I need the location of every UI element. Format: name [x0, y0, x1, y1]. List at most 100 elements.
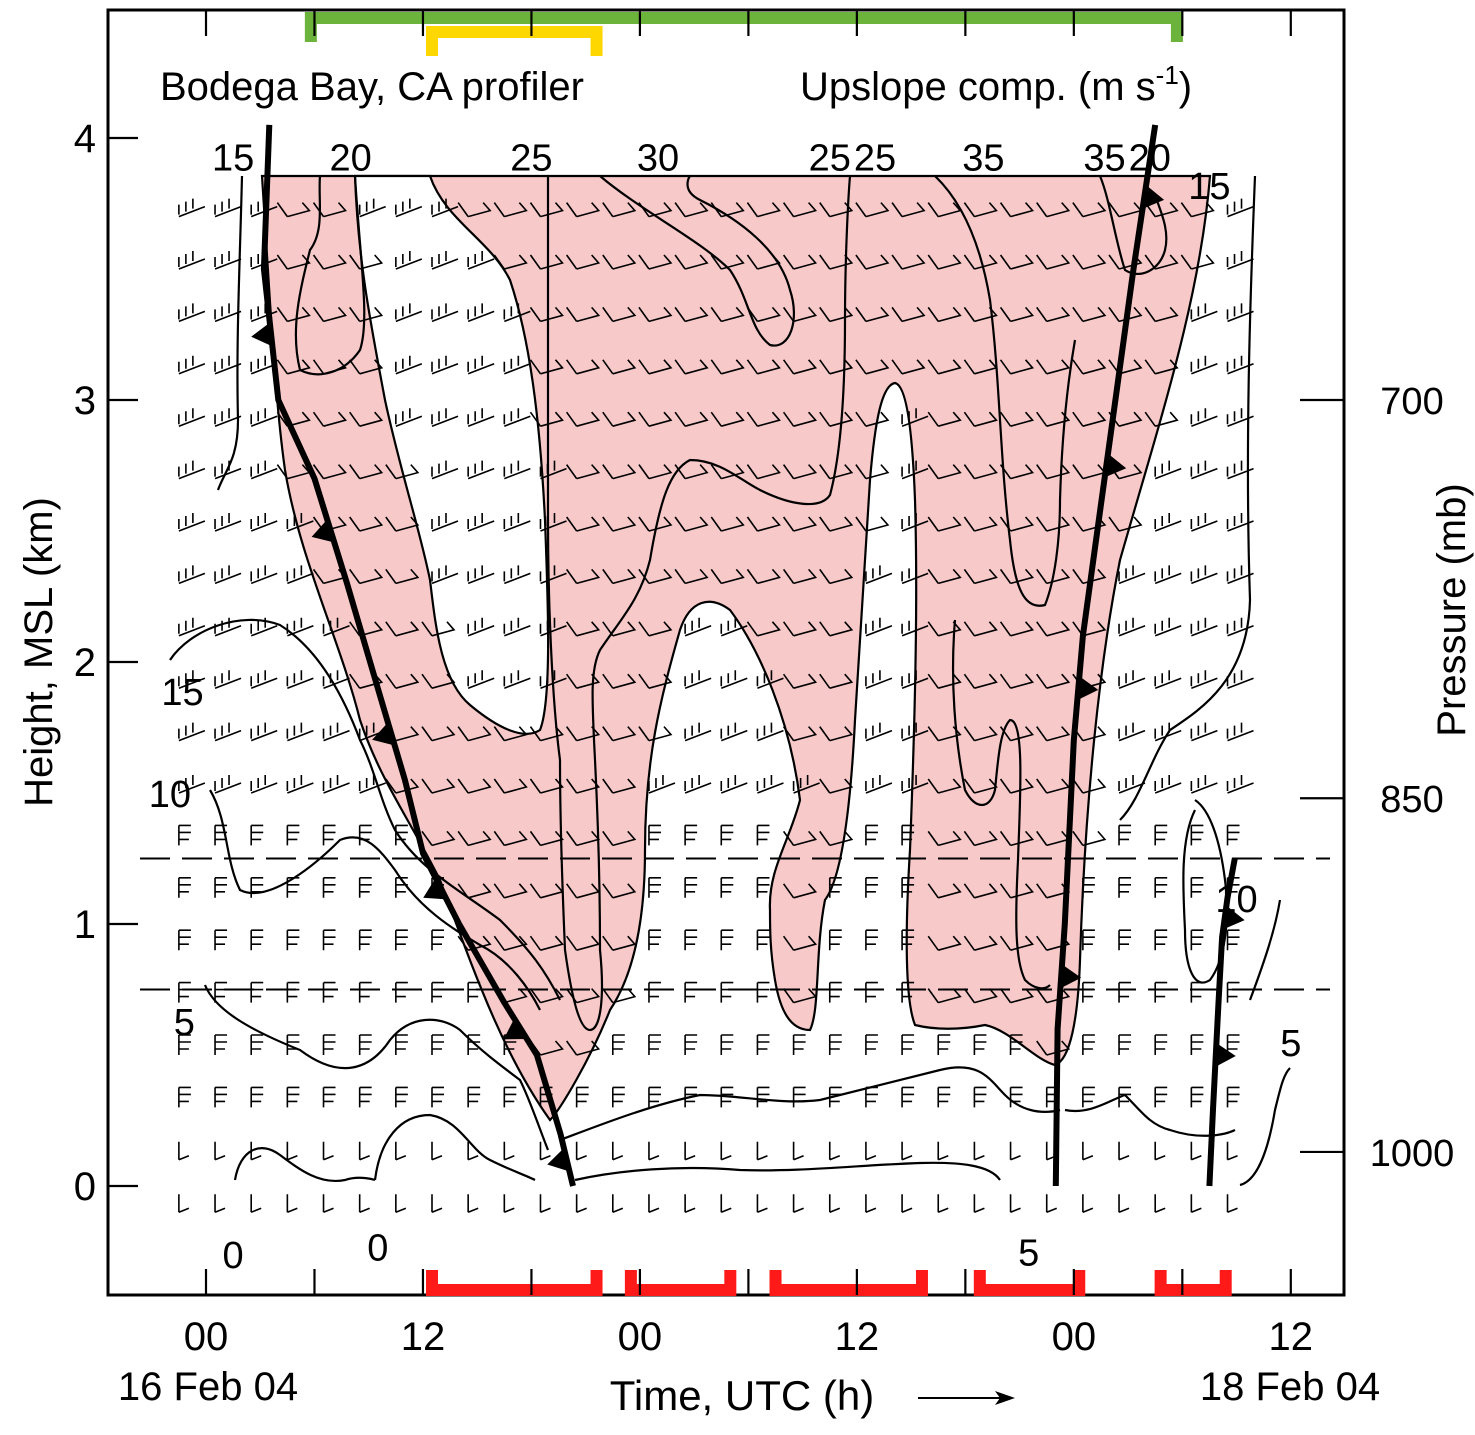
wind-barb — [828, 929, 842, 951]
wind-barb — [865, 929, 878, 951]
wind-barb — [756, 1194, 768, 1213]
wind-barb — [178, 251, 206, 270]
wind-barb — [756, 981, 770, 1003]
wind-barb — [963, 830, 998, 847]
wind-barb — [602, 568, 637, 585]
wind-barb — [865, 617, 893, 637]
wind-barb — [927, 516, 962, 532]
wind-barb — [674, 202, 709, 218]
wind-barb — [457, 778, 492, 794]
wind-barb — [493, 202, 528, 218]
wind-barb — [638, 254, 673, 270]
wind-barb — [1154, 513, 1182, 532]
wind-barb — [322, 670, 350, 689]
wind-barb — [421, 778, 456, 794]
wind-barb — [999, 359, 1035, 375]
date-right-label: 18 Feb 04 — [1200, 1365, 1380, 1409]
wind-barb — [503, 513, 531, 532]
wind-barb — [250, 513, 278, 532]
wind-barb — [178, 722, 206, 742]
wind-barb — [467, 460, 495, 480]
wind-barb — [1118, 981, 1132, 1003]
wind-barb — [927, 568, 962, 585]
x-tick-label: 00 — [184, 1315, 229, 1359]
wind-barb — [286, 722, 314, 742]
wind-barb — [431, 565, 459, 585]
wind-barb — [1190, 929, 1204, 951]
contour-15-left — [216, 175, 244, 491]
wind-barb — [602, 516, 637, 532]
wind-barb — [674, 411, 709, 427]
wind-barb — [1226, 303, 1254, 323]
wind-barb — [493, 254, 528, 270]
wind-barb — [1226, 1086, 1240, 1108]
wind-barb — [250, 877, 264, 898]
wind-barb — [565, 411, 601, 427]
wind-barb — [927, 464, 962, 480]
contour-25-b — [951, 619, 1051, 990]
wind-barb — [1226, 198, 1254, 218]
wind-barb — [529, 830, 564, 847]
contour-5-left — [203, 984, 550, 1151]
wind-barb — [963, 202, 998, 218]
wind-barb — [349, 359, 384, 375]
wind-barb — [493, 830, 528, 847]
wind-barb — [648, 877, 661, 898]
wind-barb — [1118, 670, 1146, 689]
wind-barb — [1190, 1141, 1202, 1161]
wind-barb — [674, 254, 709, 270]
wind-barb — [720, 824, 734, 846]
wind-barb — [1118, 775, 1146, 794]
y-tick-label: 3 — [74, 379, 96, 423]
wind-barb — [1082, 1086, 1095, 1108]
wind-barb — [648, 981, 661, 1003]
wind-barb — [1190, 408, 1218, 427]
bottom-bar — [624, 1270, 737, 1296]
wind-barb — [1154, 824, 1168, 846]
wind-barb — [612, 1141, 624, 1161]
bottom-bar — [973, 1270, 1086, 1296]
wind-barb — [1072, 202, 1107, 218]
wind-barb — [1072, 254, 1107, 270]
pressure-label: 1000 — [1370, 1133, 1455, 1175]
wind-barb — [565, 621, 601, 637]
wind-barb — [322, 1141, 334, 1161]
wind-barb — [720, 670, 748, 689]
wind-barb — [756, 824, 770, 846]
contour-30 — [599, 175, 795, 347]
wind-barb — [539, 1194, 551, 1213]
wind-barb — [756, 670, 784, 689]
wind-barb — [720, 981, 734, 1003]
wind-barb — [782, 359, 818, 375]
wind-barb — [358, 1141, 370, 1161]
y-axis-title: Height, MSL (km) — [17, 497, 61, 807]
wind-barb — [1045, 1086, 1059, 1108]
wind-barb — [385, 621, 420, 637]
wind-barb — [927, 359, 962, 375]
wind-barb — [214, 408, 242, 427]
wind-barb — [250, 355, 278, 375]
wind-barb — [901, 1086, 915, 1108]
wind-barb — [250, 303, 278, 323]
wind-barb — [565, 306, 601, 323]
wind-barb — [214, 877, 228, 898]
wind-barb — [891, 306, 926, 323]
wind-barb — [684, 1194, 696, 1213]
wind-barb — [782, 830, 818, 847]
wind-barb — [782, 411, 818, 427]
wind-barb — [467, 303, 495, 323]
wind-barb — [1226, 824, 1240, 846]
wind-barb — [1226, 513, 1254, 532]
contour-label: 25 — [854, 137, 896, 179]
wind-barb — [865, 722, 893, 742]
wind-barb — [503, 1141, 515, 1161]
wind-barb — [963, 726, 998, 742]
wind-barb — [1036, 516, 1071, 532]
wind-barb — [322, 1194, 334, 1213]
wind-barb — [1036, 254, 1071, 270]
wind-barb — [395, 981, 408, 1003]
contour-label: 10 — [1215, 879, 1257, 921]
wind-barb — [963, 935, 998, 951]
wind-barb — [1190, 775, 1218, 794]
wind-barb — [819, 411, 854, 427]
